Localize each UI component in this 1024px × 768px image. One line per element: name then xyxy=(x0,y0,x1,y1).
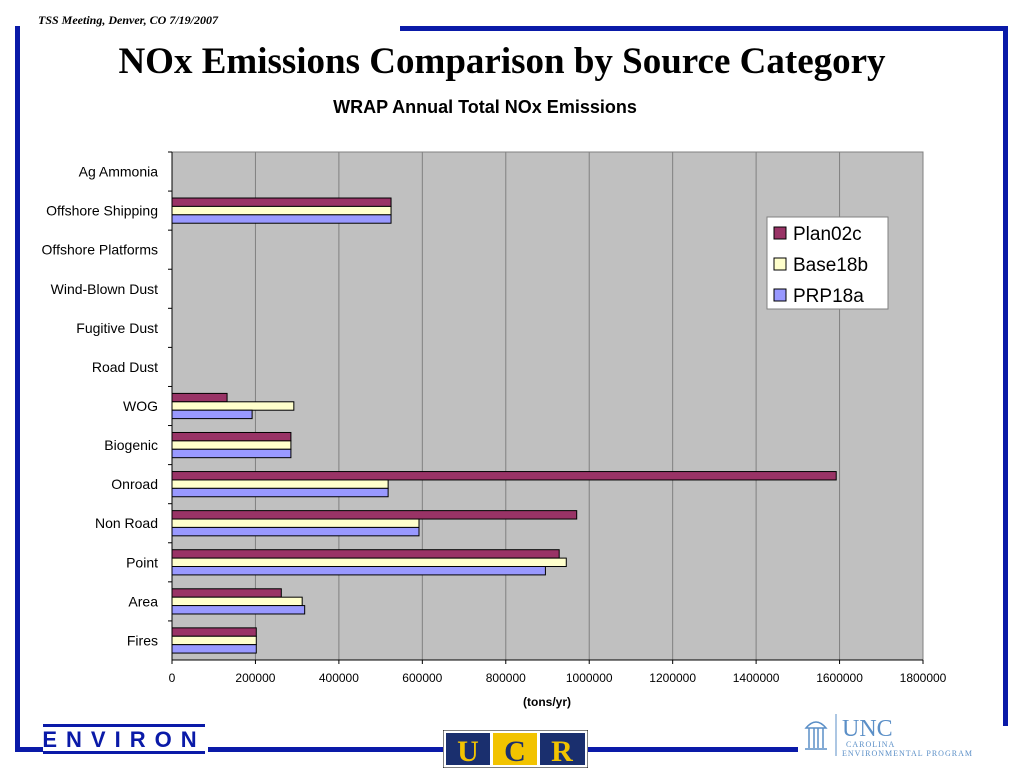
legend-label-plan02c: Plan02c xyxy=(793,224,862,245)
frame-right-bar xyxy=(1003,26,1008,726)
bar-plan02c xyxy=(171,471,837,481)
old-well-icon xyxy=(804,721,828,750)
bar-chart: WRAP Annual Total NOx Emissions 0 200000 40… xyxy=(42,97,947,709)
y-category-label: WOG xyxy=(123,398,158,414)
y-category-label: Area xyxy=(128,593,158,609)
x-tick-label: 200000 xyxy=(235,671,275,685)
frame-bottom-bar-right xyxy=(588,747,798,752)
svg-text:R: R xyxy=(551,735,573,768)
bar-plan02c xyxy=(171,588,282,598)
y-category-label: Ag Ammonia xyxy=(79,164,159,180)
bar-base18b xyxy=(171,205,392,216)
svg-text:C: C xyxy=(504,735,526,768)
x-tick-label: 1800000 xyxy=(900,671,947,685)
bar-base18b xyxy=(171,596,303,607)
y-category-label: Fires xyxy=(127,632,158,648)
bar-base18b xyxy=(171,479,389,489)
x-tick-label: 1200000 xyxy=(649,671,696,685)
bar-plan02c xyxy=(171,510,578,520)
bar-base18b xyxy=(171,440,292,450)
y-category-label: Road Dust xyxy=(92,359,158,375)
bar-prp18a xyxy=(171,526,420,537)
y-category-label: Wind-Blown Dust xyxy=(51,281,158,297)
bar-plan02c xyxy=(171,627,257,637)
slide-title: NOx Emissions Comparison by Source Categ… xyxy=(118,41,886,82)
frame-bottom-bar-middle xyxy=(208,747,443,752)
bar-base18b xyxy=(171,518,420,528)
frame-bottom-bar-left xyxy=(15,747,43,752)
y-category-label: Onroad xyxy=(111,476,158,492)
bar-plan02c xyxy=(171,392,228,403)
svg-text:U: U xyxy=(457,735,479,768)
bar-prp18a xyxy=(171,644,257,654)
frame-left-bar xyxy=(15,26,20,752)
bar-prp18a xyxy=(171,605,306,615)
x-tick-label: 800000 xyxy=(486,671,526,685)
unc-logo-sub1: CAROLINA xyxy=(846,740,895,749)
legend-label-prp18a: PRP18a xyxy=(793,286,864,307)
frame-top-bar xyxy=(400,26,1008,31)
x-tick-label: 600000 xyxy=(402,671,442,685)
legend-swatch-plan02c xyxy=(773,226,787,240)
y-category-label: Non Road xyxy=(95,515,158,531)
x-tick-label: 1400000 xyxy=(733,671,780,685)
environ-logo-text: ENVIRON xyxy=(43,727,205,752)
bar-prp18a xyxy=(171,487,389,498)
legend-box xyxy=(766,216,889,310)
bar-prp18a xyxy=(171,214,392,224)
bar-plan02c xyxy=(171,197,392,207)
chart-title: WRAP Annual Total NOx Emissions xyxy=(333,97,637,117)
bar-prp18a xyxy=(171,448,292,459)
y-category-label: Fugitive Dust xyxy=(76,320,158,336)
unc-logo: UNC CAROLINA ENVIRONMENTAL PROGRAM xyxy=(804,714,973,758)
x-tick-label: 400000 xyxy=(319,671,359,685)
meeting-caption: TSS Meeting, Denver, CO 7/19/2007 xyxy=(38,13,219,27)
bar-prp18a xyxy=(171,409,253,420)
y-category-label: Offshore Platforms xyxy=(42,242,158,258)
x-tick-label: 1600000 xyxy=(816,671,863,685)
bar-plan02c xyxy=(171,549,560,559)
bar-prp18a xyxy=(171,566,546,576)
bar-base18b xyxy=(171,557,567,568)
y-category-label: Biogenic xyxy=(104,437,158,453)
unc-logo-text: UNC xyxy=(842,716,893,742)
ucr-logo: U C R xyxy=(443,730,588,768)
bar-plan02c xyxy=(171,431,292,442)
y-category-label: Point xyxy=(126,554,158,570)
y-category-label: Offshore Shipping xyxy=(46,203,158,219)
x-axis-label: (tons/yr) xyxy=(523,695,571,709)
x-tick-label: 0 xyxy=(169,671,176,685)
legend-swatch-base18b xyxy=(773,257,787,271)
unc-logo-sub2: ENVIRONMENTAL PROGRAM xyxy=(842,749,973,758)
legend-label-base18b: Base18b xyxy=(793,255,868,276)
bar-base18b xyxy=(171,635,257,646)
environ-logo: ENVIRON xyxy=(43,724,205,754)
legend-swatch-prp18a xyxy=(773,288,787,302)
x-tick-label: 1000000 xyxy=(566,671,613,685)
bar-base18b xyxy=(171,401,295,411)
